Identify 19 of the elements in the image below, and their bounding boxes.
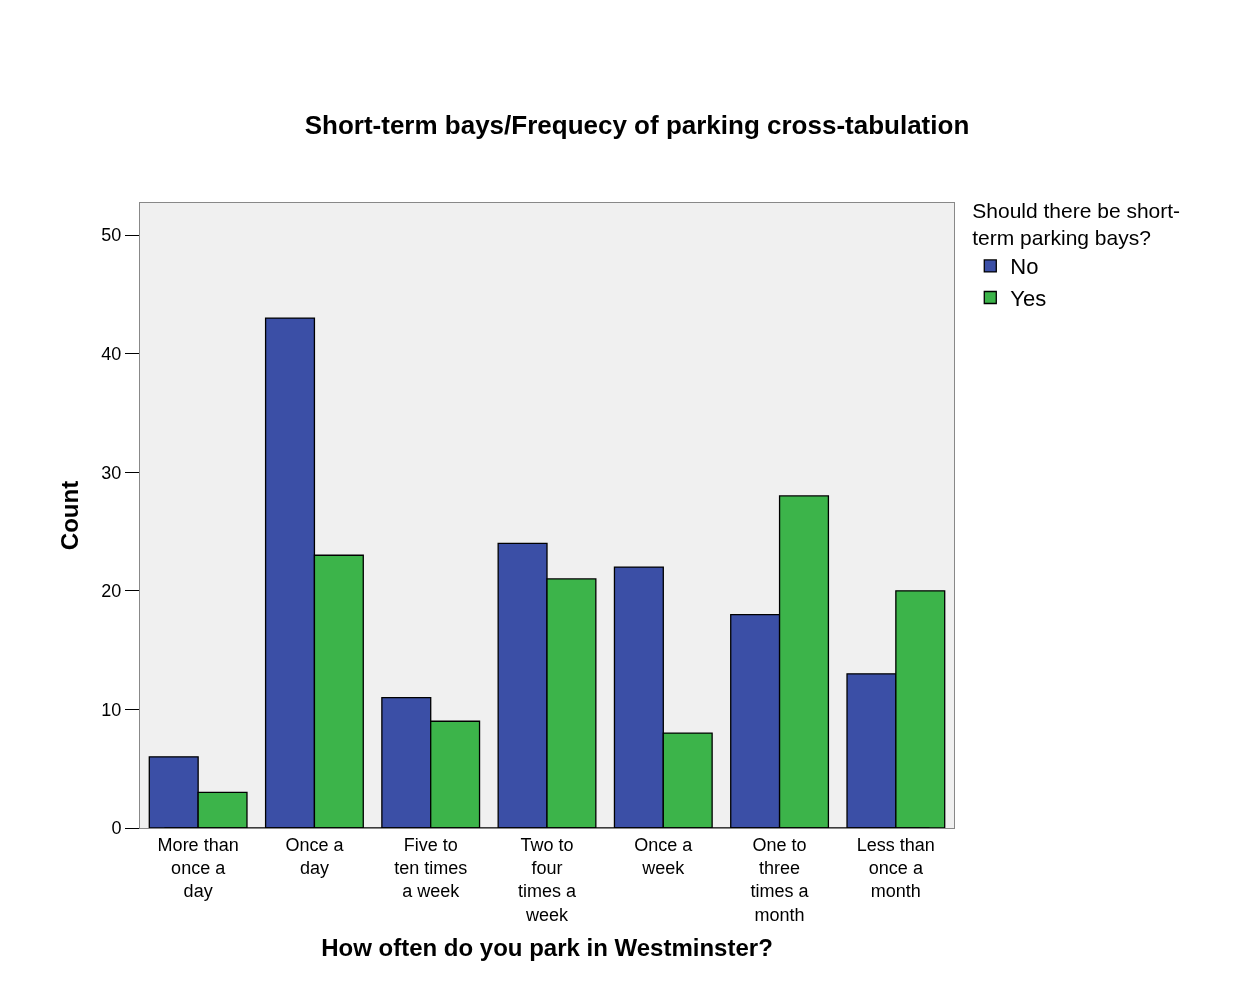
- x-tick-label: One to three times a month: [750, 834, 810, 925]
- x-tick-label: Two to four times a week: [517, 834, 577, 925]
- legend-title: Should there be short-term parking bays?: [972, 198, 1181, 250]
- x-axis-title: How often do you park in Westminster?: [321, 934, 773, 962]
- y-tick-label: 0: [111, 818, 122, 839]
- y-axis-title: Count: [56, 480, 84, 551]
- legend-label: No: [1010, 254, 1039, 280]
- chart-title: Short-term bays/Frequecy of parking cross-tabulation: [304, 109, 970, 140]
- x-tick-label: Five to ten times a week: [394, 834, 468, 902]
- y-tick-label: 50: [101, 225, 122, 246]
- y-tick-label: 10: [101, 699, 122, 720]
- x-tick-label: More than once a day: [157, 834, 239, 902]
- y-tick-label: 40: [101, 343, 122, 364]
- x-tick-label: Once a day: [285, 834, 345, 878]
- x-tick-label: Once a week: [634, 834, 694, 878]
- x-tick-label: Less than once a month: [856, 834, 935, 902]
- legend-label: Yes: [1010, 286, 1047, 312]
- y-tick-label: 30: [101, 462, 122, 483]
- y-tick-label: 20: [101, 581, 122, 602]
